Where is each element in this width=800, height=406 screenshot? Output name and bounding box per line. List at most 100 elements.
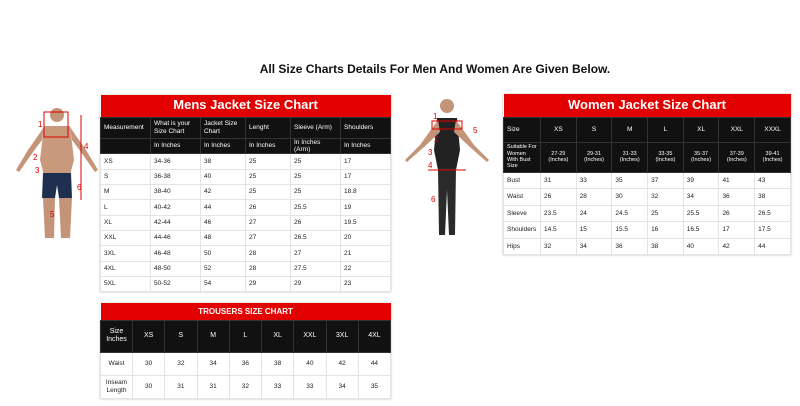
cell: 25 <box>290 153 341 170</box>
cell: 43 <box>754 171 792 190</box>
women-jacket-table: Women Jacket Size Chart Size XS S M L XL XXL XXX… <box>503 94 792 256</box>
figure-label: 4 <box>84 142 89 151</box>
cell: 38-40 <box>150 184 201 201</box>
cell: 44 <box>754 237 792 256</box>
header-cell: Lenght <box>245 116 291 139</box>
cell: 50-52 <box>150 275 201 293</box>
cell: 37 <box>647 171 684 190</box>
header-cell: Jacket Size Chart <box>200 116 246 139</box>
header-cell: XXXL <box>754 116 792 143</box>
cell: 32 <box>164 351 198 376</box>
cell: 34 <box>325 374 359 399</box>
cell: 44 <box>357 351 392 376</box>
man-figure <box>16 108 98 238</box>
figure-label: 3 <box>35 166 40 175</box>
cell: 24 <box>575 204 613 223</box>
cell: 5XL <box>100 275 151 293</box>
cell: 42 <box>325 351 359 376</box>
header-cell: Shoulders <box>339 116 392 139</box>
table-title: Mens Jacket Size Chart <box>100 95 391 117</box>
cell: 46 <box>200 214 246 231</box>
cell: 25 <box>245 184 291 201</box>
data-row: XL 42-44 46 27 26 19.5 <box>100 214 392 231</box>
cell: 34 <box>575 237 613 256</box>
cell: 42 <box>718 237 756 256</box>
cell: 38 <box>260 351 295 376</box>
cell: Inseam Length <box>100 374 133 399</box>
data-row: 4XL 48-50 52 28 27.5 22 <box>100 260 392 277</box>
table-title: Women Jacket Size Chart <box>503 94 791 117</box>
header-cell: Suitable For Women With Bust Size <box>503 141 541 173</box>
data-row: L 40-42 44 26 25.5 19 <box>100 199 392 216</box>
figure-label: 6 <box>431 195 436 204</box>
cell: 54 <box>200 275 246 293</box>
cell: XXL <box>100 229 151 247</box>
cell: 27 <box>290 245 341 262</box>
cell: 31 <box>540 171 577 190</box>
cell: 35 <box>357 374 392 399</box>
header-cell: 4XL <box>357 319 392 353</box>
bust-row: Suitable For Women With Bust Size 27-29 (… <box>503 141 792 173</box>
cell: 52 <box>200 260 246 277</box>
cell: 36 <box>718 188 756 206</box>
cell: Shoulders <box>503 221 541 239</box>
cell: XS <box>100 153 151 170</box>
cell: 28 <box>575 188 613 206</box>
cell: 26 <box>718 204 756 223</box>
cell: 30 <box>611 188 649 206</box>
header-row: Size XS S M L XL XXL XXXL <box>503 116 792 143</box>
cell: 29 <box>290 275 341 293</box>
header-cell: Size Inches <box>100 319 133 353</box>
header-cell: M <box>196 319 230 353</box>
cell: 30 <box>131 351 166 376</box>
figure-label: 5 <box>473 126 478 135</box>
cell: 38 <box>754 188 792 206</box>
cell: 25 <box>245 153 291 170</box>
cell: 26.5 <box>290 229 341 247</box>
cell: Waist <box>100 351 133 376</box>
cell: 15.5 <box>611 221 649 239</box>
data-row: Bust 31 33 35 37 39 41 43 <box>503 171 792 190</box>
cell: Bust <box>503 171 541 190</box>
cell: 35 <box>611 171 649 190</box>
header-cell: XL <box>682 116 720 143</box>
cell: 34-36 <box>150 153 201 170</box>
cell: 46-48 <box>150 245 201 262</box>
header-cell: 29-31 (Inches) <box>575 141 613 173</box>
cell: 4XL <box>100 260 151 277</box>
figure-label: 2 <box>434 135 439 144</box>
cell: 26.5 <box>754 204 792 223</box>
cell: 36-38 <box>150 168 201 186</box>
cell: 27 <box>245 214 291 231</box>
cell: 27.5 <box>290 260 341 277</box>
cell: 33 <box>293 374 327 399</box>
header-row: Measurement What is your Size Chart Jacket… <box>100 116 392 139</box>
header-cell: In Inches <box>150 137 201 155</box>
cell: 18.8 <box>339 184 392 201</box>
trousers-table: TROUSERS SIZE CHART Size Inches XS S M L XL XXL… <box>100 303 392 399</box>
cell: 42-44 <box>150 214 201 231</box>
cell: 44-46 <box>150 229 201 247</box>
data-row: 3XL 46-48 50 28 27 21 <box>100 245 392 262</box>
header-cell: XL <box>260 319 295 353</box>
cell: XL <box>100 214 151 231</box>
cell: 20 <box>339 229 392 247</box>
cell: 40 <box>200 168 246 186</box>
cell: 16 <box>647 221 684 239</box>
header-cell: 37-39 (Inches) <box>718 141 756 173</box>
title-row: Women Jacket Size Chart <box>503 94 791 117</box>
cell: 33 <box>575 171 613 190</box>
cell: 25.5 <box>682 204 720 223</box>
cell: 25 <box>290 168 341 186</box>
data-row: Inseam Length 30 31 31 32 33 33 34 35 <box>100 374 392 399</box>
cell: 28 <box>245 245 291 262</box>
header-cell: S <box>164 319 198 353</box>
header-cell: In Inches (Arm) <box>290 137 341 155</box>
cell: 48-50 <box>150 260 201 277</box>
cell: 40-42 <box>150 199 201 216</box>
cell: 24.5 <box>611 204 649 223</box>
data-row: Hips 32 34 36 38 40 42 44 <box>503 237 792 256</box>
header-cell: XXL <box>293 319 327 353</box>
figure-label: 5 <box>50 210 55 219</box>
header-cell: In Inches <box>200 137 246 155</box>
